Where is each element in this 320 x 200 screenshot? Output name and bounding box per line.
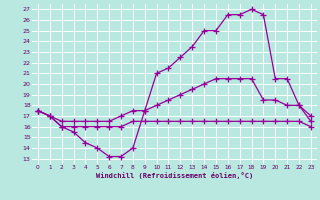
X-axis label: Windchill (Refroidissement éolien,°C): Windchill (Refroidissement éolien,°C): [96, 172, 253, 179]
